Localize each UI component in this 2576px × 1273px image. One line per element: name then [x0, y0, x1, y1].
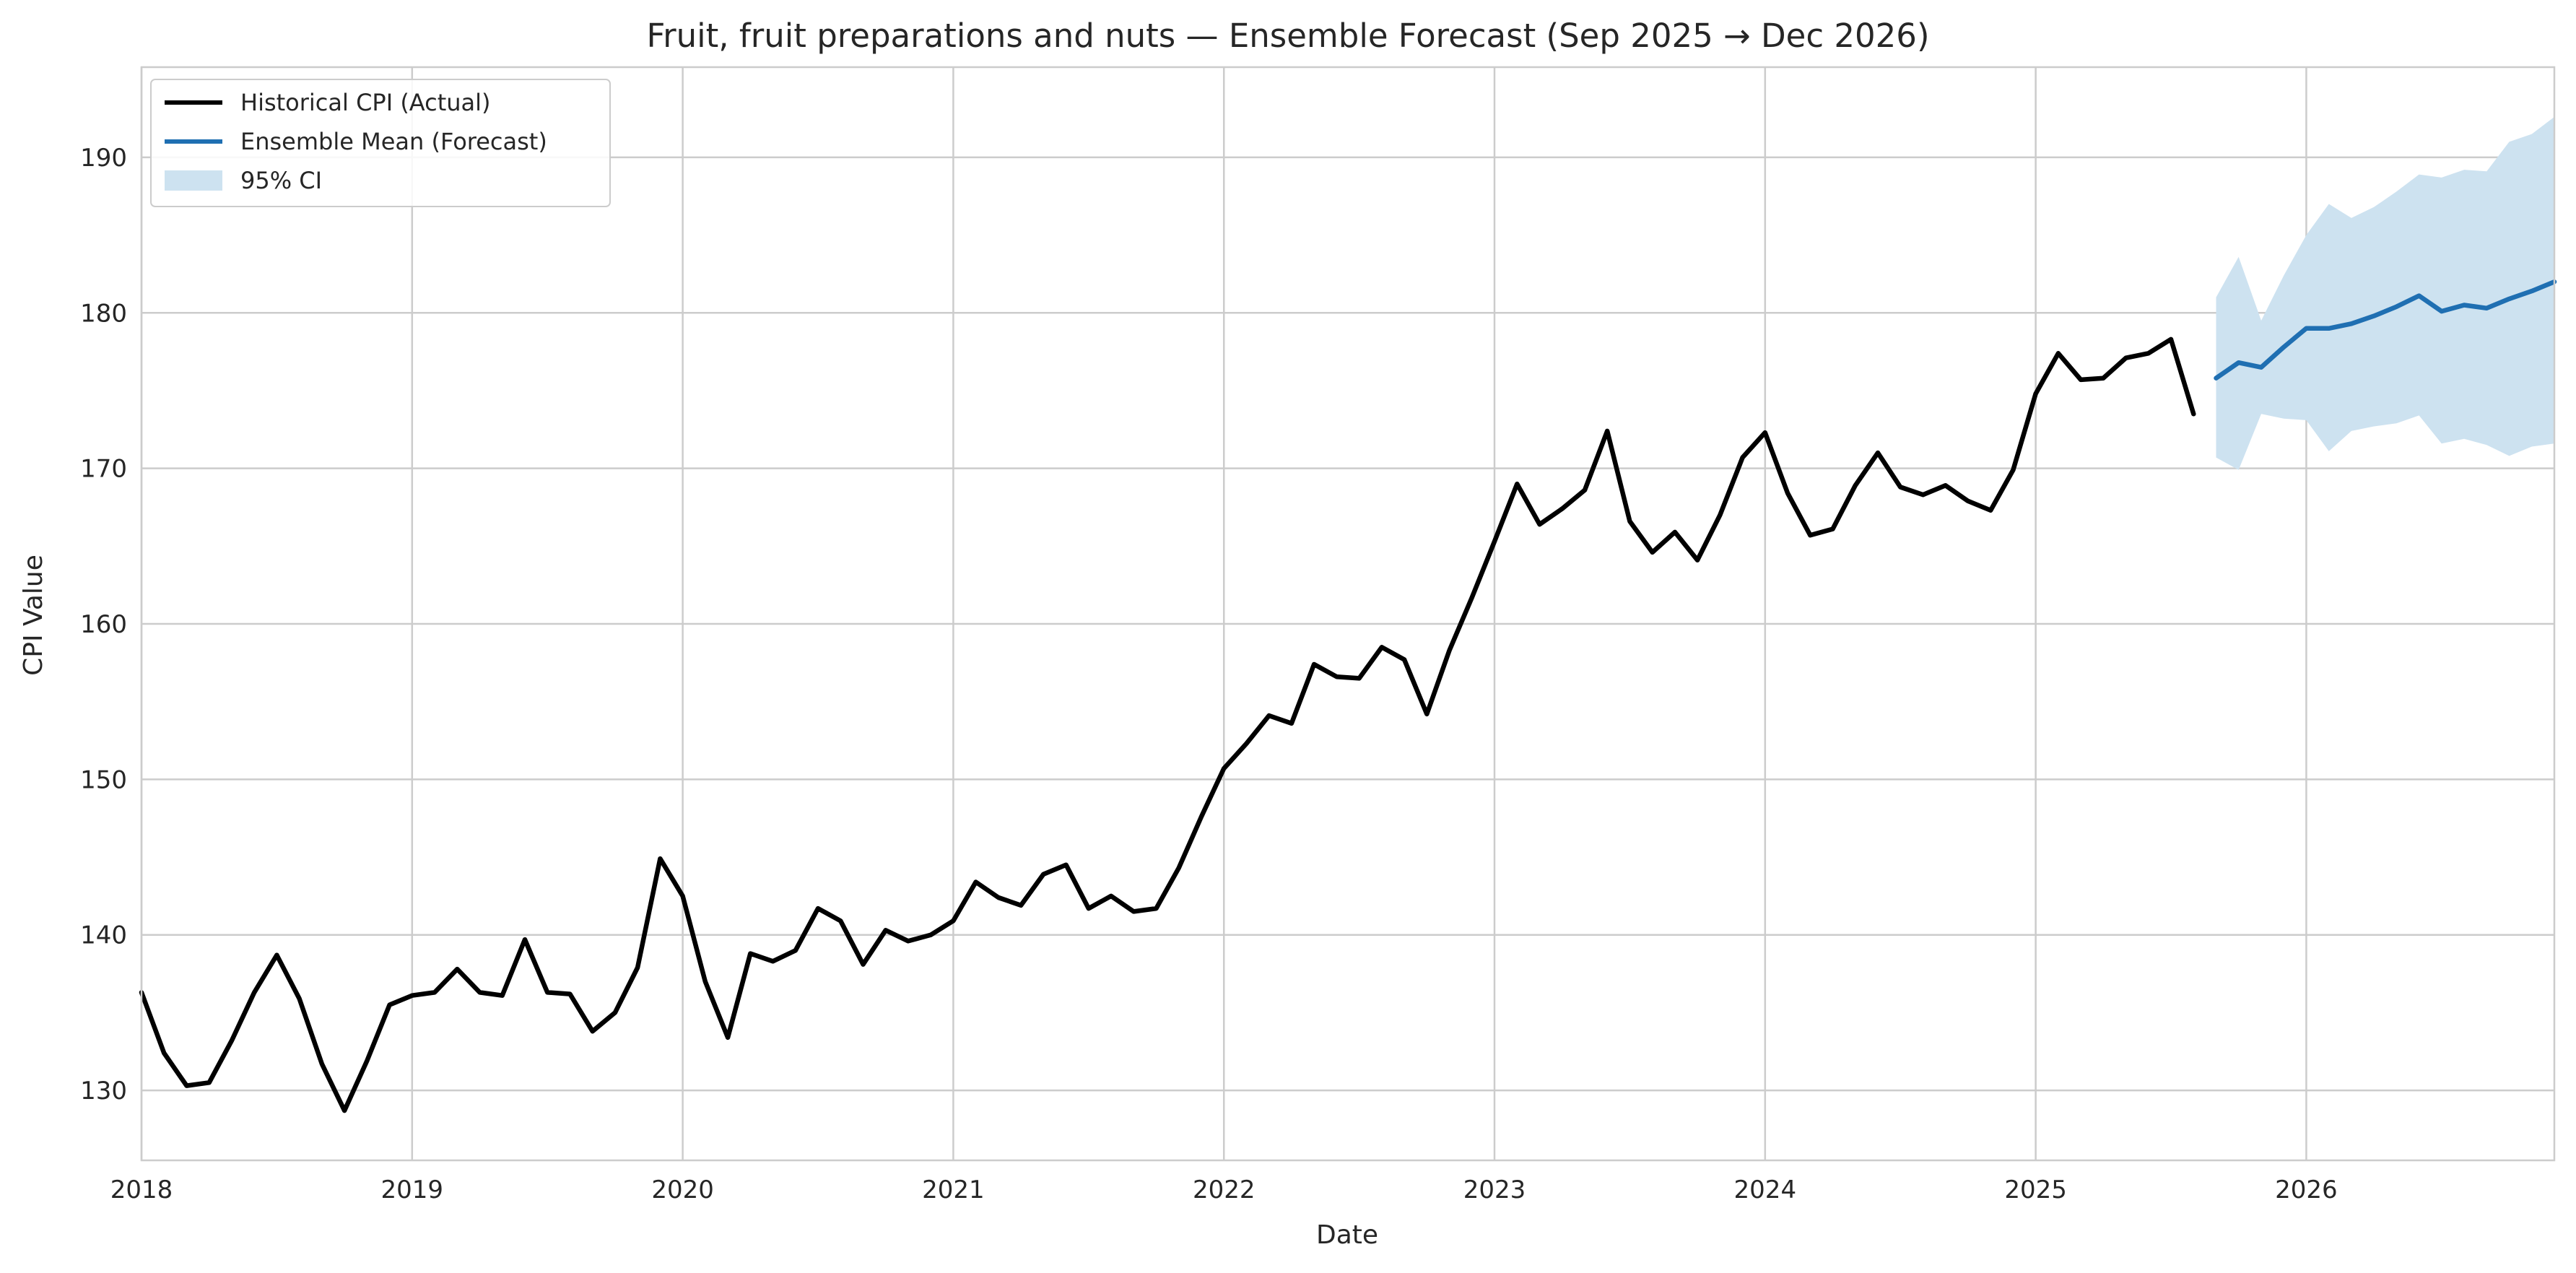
y-tick-label: 140	[80, 921, 127, 950]
y-tick-label: 150	[80, 765, 127, 794]
legend-label-ci: 95% CI	[240, 167, 322, 194]
legend-box	[150, 79, 611, 207]
x-axis-label: Date	[1316, 1220, 1378, 1250]
legend-label-historical: Historical CPI (Actual)	[240, 89, 491, 116]
forecast-mean-line	[2214, 279, 2557, 381]
y-axis-label: CPI Value	[19, 555, 48, 676]
y-tick-label: 180	[80, 299, 127, 328]
x-tick-label: 2020	[651, 1176, 714, 1204]
x-axis-ticks: 2018 2019 2020 2021 2022 2023 2024 2025 2026	[110, 1176, 2338, 1204]
x-tick-label: 2019	[381, 1176, 444, 1204]
x-tick-label: 2022	[1193, 1176, 1256, 1204]
y-tick-label: 160	[80, 610, 127, 639]
y-axis-ticks: 130 140 150 160 170 180 190	[80, 144, 127, 1105]
legend-swatch-ci	[165, 170, 222, 191]
x-tick-label: 2026	[2275, 1176, 2338, 1204]
y-tick-label: 190	[80, 144, 127, 173]
x-tick-label: 2024	[1734, 1176, 1797, 1204]
ci-band	[2216, 116, 2554, 470]
legend: Historical CPI (Actual) Ensemble Mean (F…	[150, 79, 611, 207]
series-lines-layer	[139, 279, 2557, 1113]
historical-cpi-line	[139, 336, 2196, 1113]
y-tick-label: 170	[80, 455, 127, 484]
x-tick-label: 2018	[110, 1176, 173, 1204]
legend-label-forecast: Ensemble Mean (Forecast)	[240, 128, 547, 155]
y-tick-label: 130	[80, 1077, 127, 1105]
confidence-band-layer	[2216, 116, 2554, 470]
x-tick-label: 2023	[1463, 1176, 1526, 1204]
x-tick-label: 2021	[922, 1176, 985, 1204]
x-tick-label: 2025	[2004, 1176, 2067, 1204]
plot-frame	[140, 66, 2556, 1162]
chart-title: Fruit, fruit preparations and nuts — Ens…	[647, 17, 1930, 55]
